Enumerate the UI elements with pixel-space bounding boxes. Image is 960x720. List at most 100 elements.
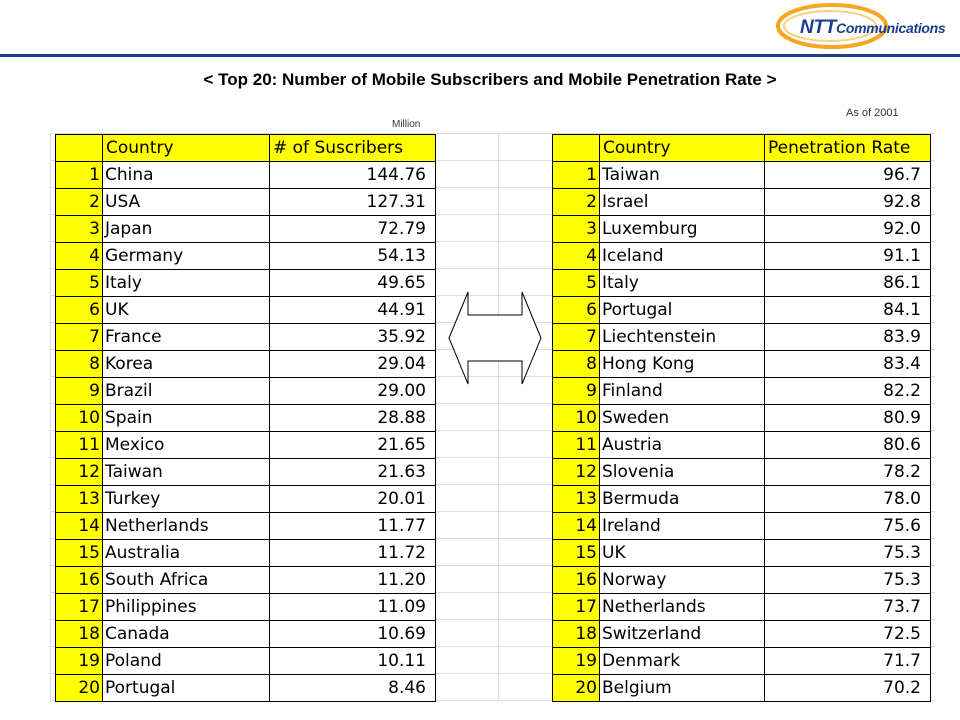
rank-cell: 2 [55,188,103,216]
rank-cell: 15 [55,539,103,567]
table-row: 2 Israel 92.8 [552,188,931,216]
value-cell: 75.3 [764,566,931,594]
value-cell: 75.3 [764,539,931,567]
penetration-table: Country Penetration Rate 1 Taiwan 96.7 2 Isr… [552,134,931,702]
country-cell: USA [102,188,270,216]
value-cell: 54.13 [269,242,436,270]
rank-cell: 16 [552,566,600,594]
table-row: 11 Austria 80.6 [552,431,931,459]
value-cell: 92.0 [764,215,931,243]
table-row: 14 Netherlands 11.77 [55,512,436,540]
country-cell: Netherlands [102,512,270,540]
subscribers-table: Country # of Suscribers 1 China 144.76 2 USA… [55,134,436,702]
table-row: 16 Norway 75.3 [552,566,931,594]
country-cell: Denmark [599,647,765,675]
table-row: 14 Ireland 75.6 [552,512,931,540]
country-cell: Hong Kong [599,350,765,378]
table-row: 9 Brazil 29.00 [55,377,436,405]
as-of-label: As of 2001 [846,107,899,119]
country-cell: Austria [599,431,765,459]
value-cell: 83.9 [764,323,931,351]
value-cell: 75.6 [764,512,931,540]
table-row: 18 Switzerland 72.5 [552,620,931,648]
value-cell: 80.9 [764,404,931,432]
value-cell: 82.2 [764,377,931,405]
table-row: 19 Denmark 71.7 [552,647,931,675]
value-cell: 28.88 [269,404,436,432]
rank-cell: 10 [552,404,600,432]
country-cell: Bermuda [599,485,765,513]
rank-cell: 18 [55,620,103,648]
rank-cell: 11 [552,431,600,459]
country-cell: China [102,161,270,189]
country-cell: Taiwan [599,161,765,189]
rank-cell: 14 [552,512,600,540]
country-cell: Italy [599,269,765,297]
country-cell: Switzerland [599,620,765,648]
value-cell: 71.7 [764,647,931,675]
value-cell: 70.2 [764,674,931,702]
country-cell: Brazil [102,377,270,405]
value-cell: 84.1 [764,296,931,324]
rank-cell: 4 [55,242,103,270]
value-cell: 96.7 [764,161,931,189]
value-cell: 11.77 [269,512,436,540]
rank-cell: 4 [552,242,600,270]
table-row: 3 Luxemburg 92.0 [552,215,931,243]
table-row: 3 Japan 72.79 [55,215,436,243]
rank-cell: 7 [552,323,600,351]
country-header: Country [102,134,270,162]
table-row: 5 Italy 49.65 [55,269,436,297]
country-cell: Italy [102,269,270,297]
table-row: 2 USA 127.31 [55,188,436,216]
country-cell: Japan [102,215,270,243]
value-cell: 78.0 [764,485,931,513]
value-cell: 8.46 [269,674,436,702]
logo-wordmark: NTTCommunications [800,17,946,39]
value-cell: 21.65 [269,431,436,459]
value-cell: 92.8 [764,188,931,216]
country-cell: Australia [102,539,270,567]
table-row: 13 Bermuda 78.0 [552,485,931,513]
rank-cell: 19 [55,647,103,675]
table-row: 15 Australia 11.72 [55,539,436,567]
rank-cell: 20 [552,674,600,702]
table-row: 4 Iceland 91.1 [552,242,931,270]
rank-header [552,134,600,162]
country-cell: Liechtenstein [599,323,765,351]
value-cell: 49.65 [269,269,436,297]
value-cell: 72.5 [764,620,931,648]
value-cell: 73.7 [764,593,931,621]
table-row: 16 South Africa 11.20 [55,566,436,594]
country-cell: Luxemburg [599,215,765,243]
table-row: 7 Liechtenstein 83.9 [552,323,931,351]
table-row: 7 France 35.92 [55,323,436,351]
country-cell: Sweden [599,404,765,432]
country-cell: France [102,323,270,351]
unit-label: Million [392,119,421,130]
ntt-communications-logo: NTTCommunications [772,2,960,50]
value-cell: 21.63 [269,458,436,486]
rank-cell: 8 [552,350,600,378]
rank-cell: 1 [55,161,103,189]
rank-cell: 12 [552,458,600,486]
country-cell: Germany [102,242,270,270]
logo-ntt-text: NTT [800,17,837,38]
country-header: Country [599,134,765,162]
rank-cell: 15 [552,539,600,567]
table-row: 5 Italy 86.1 [552,269,931,297]
page-title: < Top 20: Number of Mobile Subscribers a… [203,70,777,89]
table-row: 6 UK 44.91 [55,296,436,324]
value-cell: 29.00 [269,377,436,405]
country-cell: UK [599,539,765,567]
value-cell: 86.1 [764,269,931,297]
rank-cell: 5 [552,269,600,297]
rank-cell: 17 [55,593,103,621]
rank-cell: 2 [552,188,600,216]
rank-cell: 12 [55,458,103,486]
value-cell: 11.72 [269,539,436,567]
table-row: 10 Sweden 80.9 [552,404,931,432]
value-cell: 29.04 [269,350,436,378]
rank-cell: 17 [552,593,600,621]
rank-cell: 13 [552,485,600,513]
